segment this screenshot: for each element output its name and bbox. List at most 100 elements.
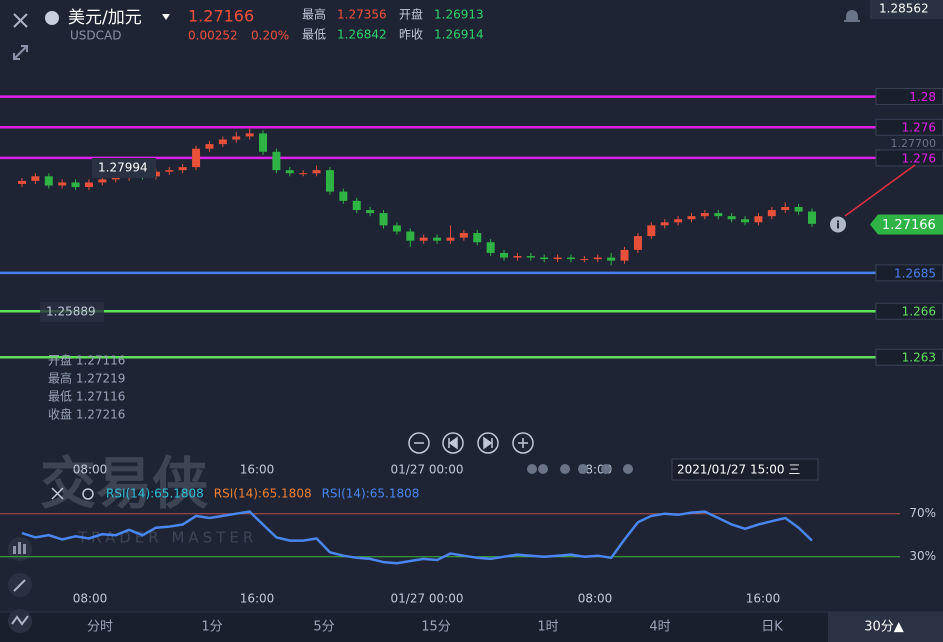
candle-body — [245, 133, 254, 137]
candle-body — [580, 259, 589, 261]
candle-body — [540, 257, 549, 260]
price-line-tag — [875, 264, 943, 282]
ohlc-info: 最高 1.27219 — [48, 371, 125, 386]
info-icon-glyph: i — [836, 218, 840, 231]
change: 0.00252 — [188, 29, 238, 43]
period-tab[interactable]: 4时 — [649, 620, 670, 635]
candle-body — [18, 180, 26, 184]
candle-body — [259, 133, 268, 152]
candle-body — [98, 179, 107, 183]
price-line-label: 1.266 — [902, 305, 936, 319]
period-tab[interactable]: 分时 — [87, 620, 113, 635]
stat-label: 最低 — [302, 28, 326, 42]
header: 美元/加元 USDCAD 1.27166 0.00252 0.20% 最高 1.2… — [45, 0, 943, 43]
period-tab[interactable]: 5分 — [313, 620, 334, 635]
candle-body — [446, 237, 455, 241]
candle-body — [406, 231, 415, 241]
candle-body — [633, 236, 642, 250]
stat-value: 1.26913 — [434, 8, 484, 22]
price-line-label: 1.276 — [902, 151, 936, 165]
close-button[interactable] — [13, 13, 28, 28]
candle-body — [687, 216, 696, 220]
candle-body — [700, 213, 709, 217]
alert-bell[interactable] — [844, 10, 860, 22]
stat-value: 1.27356 — [337, 8, 387, 22]
candle-body — [285, 170, 294, 174]
price-line-tag — [875, 118, 943, 136]
time-label: 16:00 — [240, 463, 275, 477]
candle-body — [754, 216, 763, 223]
low-marker-box — [40, 302, 104, 322]
candle-body — [232, 136, 241, 140]
stat-value: 1.26842 — [337, 28, 387, 42]
pair-dropdown[interactable] — [162, 14, 170, 20]
candle-body — [593, 257, 602, 260]
tab-active-bg — [828, 612, 943, 642]
side-tools — [8, 537, 32, 633]
tab-bar — [0, 612, 943, 642]
back[interactable] — [442, 432, 464, 454]
time-label: 08:00 — [73, 463, 108, 477]
rsi-settings[interactable] — [82, 488, 94, 500]
forward[interactable] — [477, 432, 499, 454]
ohlc-info: 收盘 1.27216 — [48, 407, 125, 422]
candle-body — [379, 213, 388, 226]
candle-body — [714, 213, 723, 217]
candle-body — [553, 257, 562, 260]
dots — [527, 464, 633, 474]
candle-body — [727, 216, 736, 220]
candle-body — [272, 151, 281, 171]
candle-body — [192, 148, 201, 168]
candle-body — [58, 182, 67, 186]
crosshair-time: 2021/01/27 15:00 三 — [677, 463, 800, 477]
candle-body — [566, 257, 575, 260]
rsi-line — [21, 510, 813, 565]
price-line-label: 1.263 — [902, 351, 936, 365]
alert-arrow — [844, 164, 916, 217]
candle-body — [299, 173, 308, 175]
candle-body — [620, 249, 629, 261]
rsi-level-label: 30% — [909, 549, 936, 563]
zoom-in[interactable] — [512, 432, 534, 454]
candle-body — [71, 182, 80, 188]
crosshair-time-box — [671, 458, 819, 481]
stat-label: 开盘 — [399, 7, 423, 22]
period-tab[interactable]: 1分 — [201, 620, 222, 635]
candle-body — [459, 233, 468, 238]
high-marker-box — [92, 158, 156, 178]
candle-body — [767, 210, 776, 217]
low-marker: 1.25889 — [46, 305, 96, 319]
change-pct: 0.20% — [251, 29, 289, 43]
period-tab[interactable]: 日K — [761, 620, 783, 635]
price: 1.27166 — [188, 7, 254, 26]
price-line-tag — [875, 88, 943, 106]
candle-body — [419, 237, 428, 241]
last-price-label: 1.27166 — [882, 218, 936, 233]
candle-body — [31, 176, 40, 181]
stat-value: 1.26914 — [434, 28, 484, 42]
candle-body — [366, 210, 375, 214]
candle-body — [218, 139, 227, 145]
info-icon[interactable] — [830, 216, 846, 233]
period-tab[interactable]: 1时 — [537, 620, 558, 635]
candle-body — [513, 256, 522, 258]
rsi-legend: RSI(14):65.1808 — [214, 487, 312, 501]
rsi-close[interactable] — [51, 487, 64, 500]
candle-body — [808, 211, 816, 224]
candle-body — [44, 176, 53, 186]
zoom-out[interactable] — [408, 432, 430, 454]
alert-price: 1.28562 — [879, 2, 929, 16]
price-line-label: 1.2685 — [894, 266, 936, 280]
candle-body — [111, 177, 120, 180]
rsi-time-label: 08:00 — [578, 592, 613, 606]
period-tab[interactable]: 15分 — [421, 620, 451, 635]
period-tab[interactable]: 30分▲ — [864, 620, 904, 635]
rsi-legend: RSI(14):65.1808 — [106, 487, 204, 501]
price-line-tag — [875, 149, 943, 167]
alert-box — [870, 0, 943, 19]
pair-name[interactable]: 美元/加元 — [68, 8, 142, 28]
collapse-button[interactable] — [13, 45, 28, 60]
stat-label: 最高 — [302, 7, 326, 22]
rsi-level-label: 70% — [909, 506, 936, 520]
